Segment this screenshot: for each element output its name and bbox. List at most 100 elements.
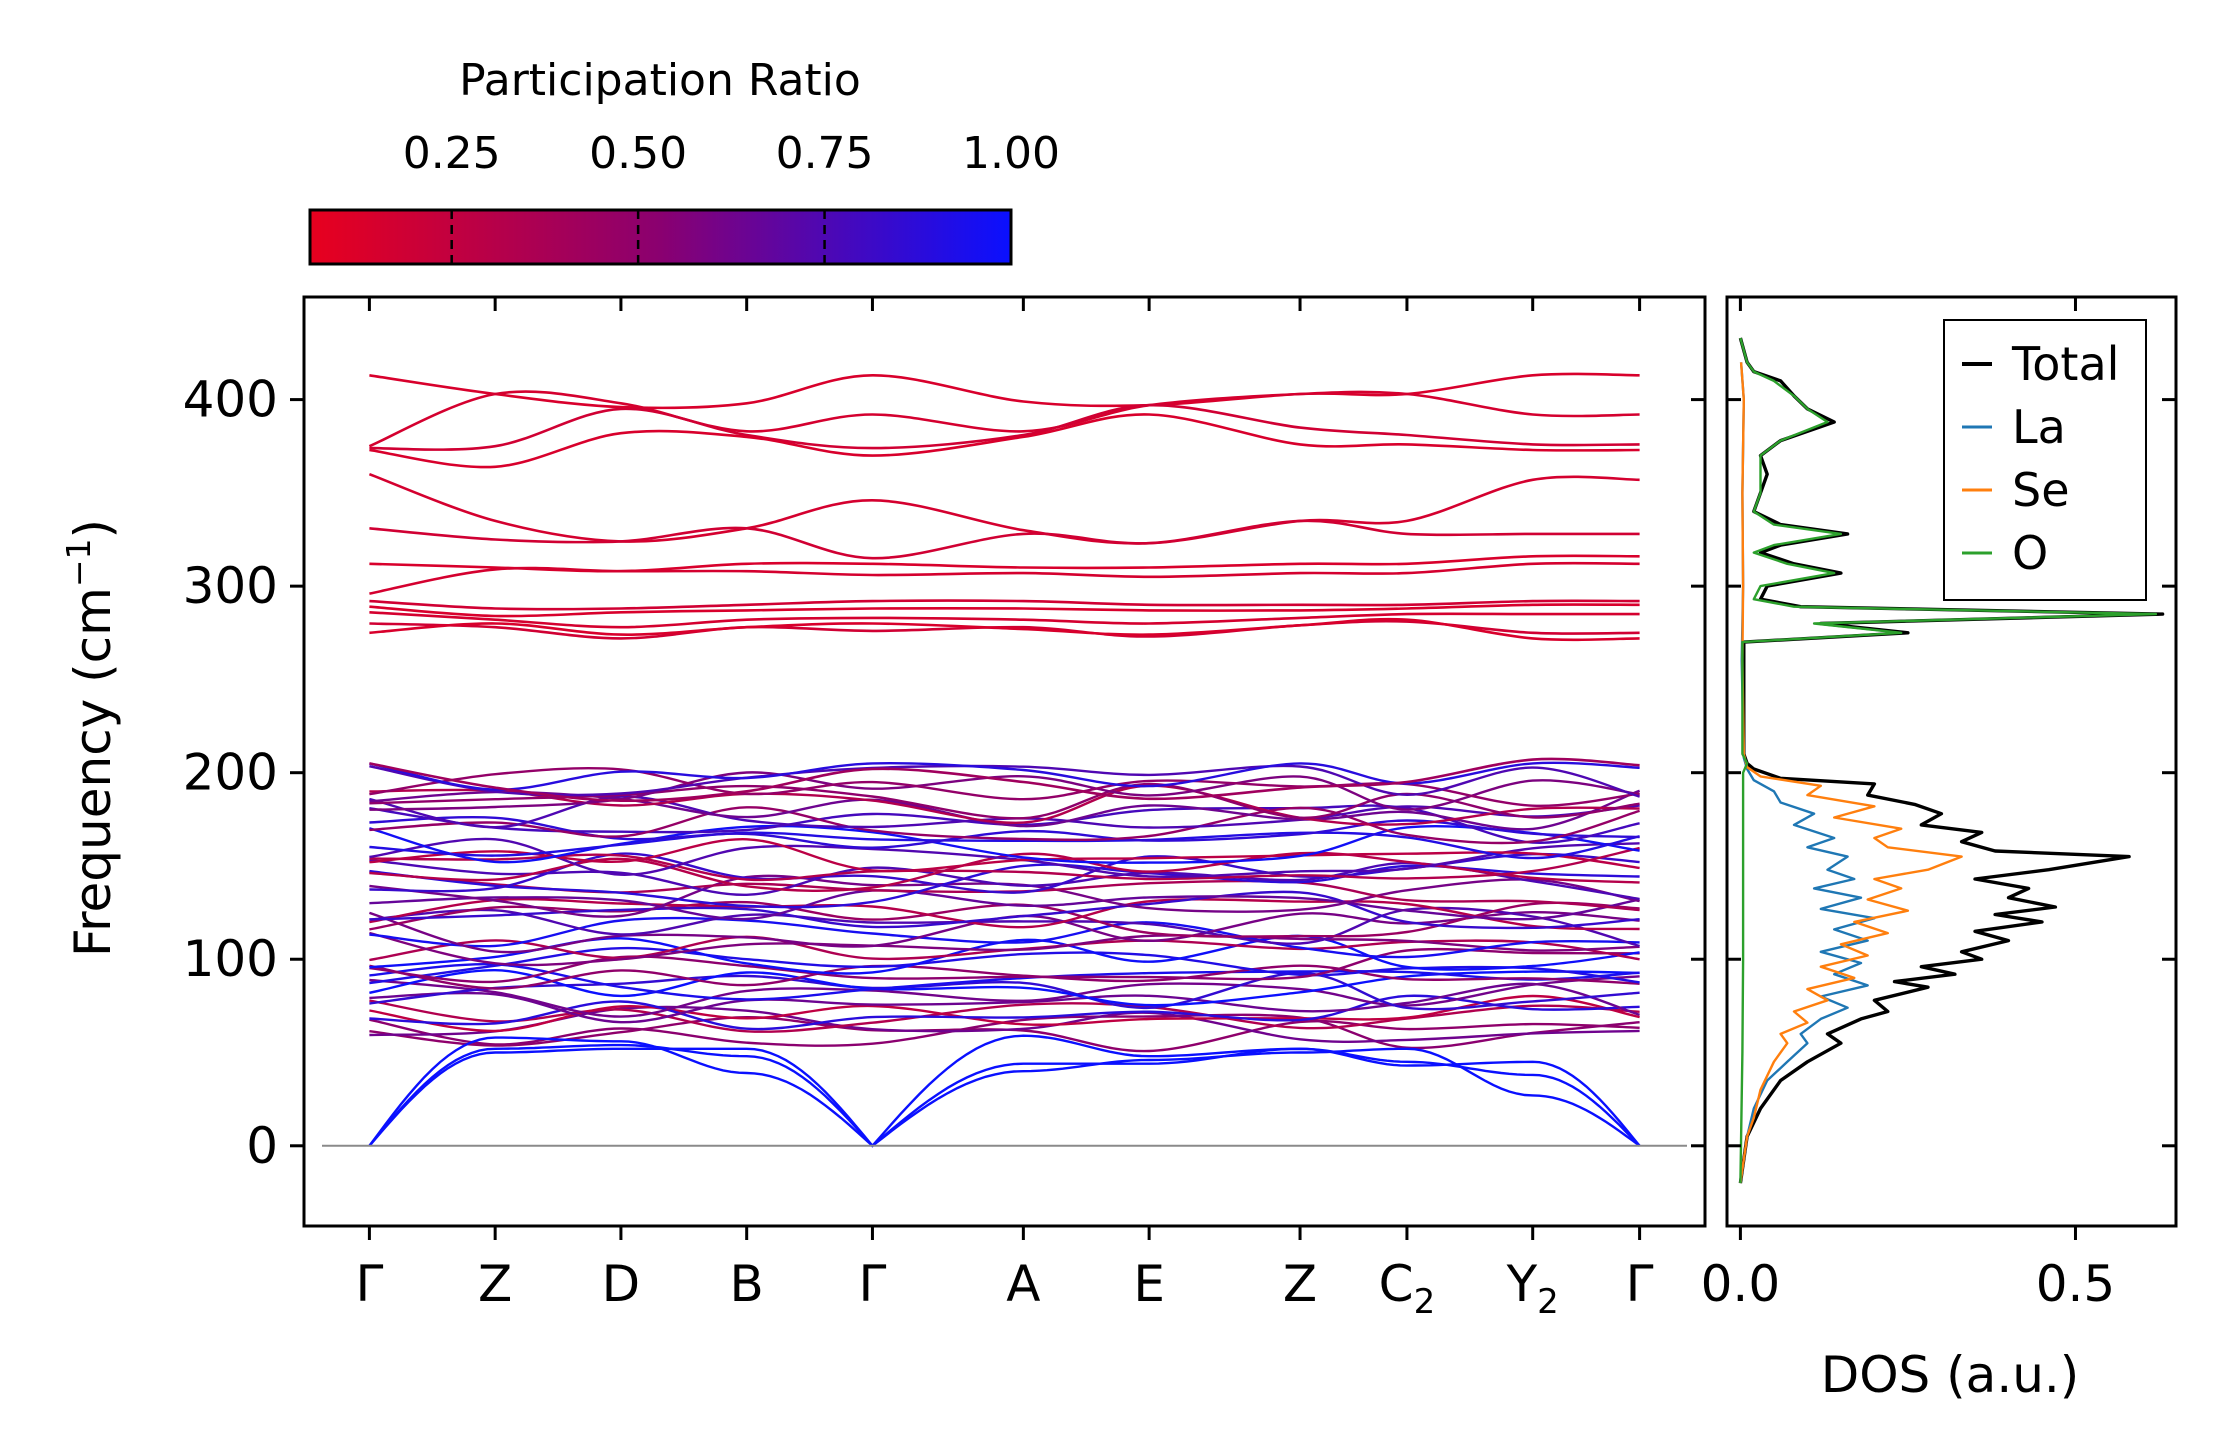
band-branch-optical xyxy=(369,1013,1640,1050)
band-branch-optical xyxy=(369,994,1640,1031)
dos-axes: 0.0 0.5 xyxy=(1701,297,2176,1313)
band-branch-optical xyxy=(369,971,1640,1011)
band-branch-optical xyxy=(369,831,1640,860)
k-point-label-main: B xyxy=(730,1255,764,1313)
k-point-label-main: Γ xyxy=(355,1255,383,1313)
k-point-label-main: A xyxy=(1006,1255,1040,1313)
band-branch-optical xyxy=(369,782,1640,820)
band-y-axis: 0 100 200 300 400 xyxy=(183,371,1705,1175)
k-point-label-main: Γ xyxy=(859,1255,887,1313)
band-branch-optical xyxy=(369,824,1640,864)
band-branch-high xyxy=(369,603,1640,618)
band-branch-optical xyxy=(369,846,1640,882)
legend-label: La xyxy=(2012,400,2066,454)
band-branch-high xyxy=(369,611,1640,629)
colorbar-ticks xyxy=(450,210,826,264)
dos-x-tick-label: 0.0 xyxy=(1701,1255,1781,1313)
band-branch-optical xyxy=(369,764,1640,798)
y-tick-label: 400 xyxy=(183,371,278,429)
dos-lines xyxy=(1738,337,2165,1184)
band-branch-high xyxy=(368,472,1640,545)
k-point-label: B xyxy=(730,1255,764,1313)
k-point-label-sub: 2 xyxy=(1414,1282,1436,1322)
band-branch-optical xyxy=(369,1005,1640,1043)
band-branch-optical xyxy=(369,897,1640,931)
band-branch-high xyxy=(369,372,1640,410)
colorbar-title: Participation Ratio xyxy=(459,55,861,106)
k-point-label: Γ xyxy=(1626,1255,1654,1313)
band-branch-optical xyxy=(369,771,1640,811)
k-point-label: E xyxy=(1133,1255,1165,1313)
dos-panel: 0.0 0.5 DOS (a.u.) Total La Se O xyxy=(1701,295,2178,1404)
band-branch-high xyxy=(368,390,1640,448)
band-branch-acoustic xyxy=(368,1043,1641,1148)
legend-label: O xyxy=(2012,526,2048,580)
y-axis-label-main: Frequency (cm xyxy=(64,587,122,957)
k-point-label: Z xyxy=(478,1255,512,1313)
k-point-label-main: C xyxy=(1379,1255,1414,1313)
k-point-label-main: Y xyxy=(1506,1255,1538,1313)
colorbar-tick-labels: 0.25 0.50 0.75 1.00 xyxy=(403,128,1060,179)
band-branch-optical-top xyxy=(369,757,1640,803)
band-branch-optical xyxy=(369,975,1640,1018)
y-axis-label: Frequency (cm−1) xyxy=(59,519,122,957)
band-branch-high xyxy=(369,561,1640,595)
y-tick-label: 200 xyxy=(183,744,278,802)
colorbar-tick-label: 0.25 xyxy=(403,128,501,179)
band-branch-acoustic xyxy=(368,1047,1641,1148)
band-branch-high xyxy=(369,519,1640,560)
band-branch-optical xyxy=(369,982,1640,1024)
band-branch-optical xyxy=(369,806,1640,845)
band-branch-optical xyxy=(369,761,1640,791)
k-point-label: Y2 xyxy=(1506,1255,1559,1322)
band-branch-optical xyxy=(369,962,1640,1001)
k-point-label: D xyxy=(602,1255,641,1313)
k-point-label-main: Z xyxy=(478,1255,512,1313)
dos-series-se xyxy=(1739,362,1963,1184)
band-branch-optical xyxy=(369,1015,1640,1053)
colorbar-tick-label: 0.75 xyxy=(776,128,874,179)
band-branch-optical xyxy=(369,889,1640,921)
k-point-label: Γ xyxy=(355,1255,383,1313)
y-tick-label: 300 xyxy=(183,557,278,615)
legend-label: Se xyxy=(2012,463,2070,517)
colorbar: Participation Ratio 0.25 0.50 0.75 1.00 xyxy=(308,55,1060,266)
colorbar-tick-label: 1.00 xyxy=(962,128,1060,179)
band-branch-optical xyxy=(369,838,1640,873)
colorbar-tick-label: 0.50 xyxy=(589,128,687,179)
dos-legend: Total La Se O xyxy=(1943,319,2147,601)
k-point-label-main: D xyxy=(602,1255,641,1313)
band-branch-high xyxy=(369,413,1640,469)
k-point-label-main: E xyxy=(1133,1255,1165,1313)
k-point-label-main: Γ xyxy=(1626,1255,1654,1313)
k-point-label-main: Z xyxy=(1283,1255,1317,1313)
legend-label: Total xyxy=(2011,337,2119,391)
dos-series-la xyxy=(1739,362,1876,1184)
band-lines xyxy=(368,372,1641,1148)
colorbar-gradient xyxy=(308,208,1013,266)
band-branch-high xyxy=(369,617,1640,642)
band-branch-high xyxy=(369,599,1640,611)
band-plot-frame xyxy=(302,295,1707,1228)
y-axis-label-end: ) xyxy=(64,519,122,539)
y-tick-label: 100 xyxy=(183,930,278,988)
dos-x-tick-label: 0.5 xyxy=(2036,1255,2116,1313)
band-x-axis: Γ Z D B Γ A E Z C2 Y2 Γ xyxy=(355,297,1654,1322)
dos-x-axis-label: DOS (a.u.) xyxy=(1821,1346,2080,1404)
band-branch-optical xyxy=(369,916,1640,959)
band-branch-high xyxy=(369,403,1640,451)
dos-series-o xyxy=(1739,337,2158,1184)
band-branch-optical xyxy=(369,766,1640,808)
k-point-label: Γ xyxy=(859,1255,887,1313)
dos-plot-frame xyxy=(1725,295,2178,1228)
k-point-label-sub: 2 xyxy=(1537,1282,1559,1322)
k-point-label: C2 xyxy=(1379,1255,1436,1322)
k-point-label: Z xyxy=(1283,1255,1317,1313)
band-branch-acoustic xyxy=(368,1034,1641,1148)
y-tick-label: 0 xyxy=(246,1117,278,1175)
k-point-label: A xyxy=(1006,1255,1040,1313)
band-branch-optical xyxy=(369,931,1640,967)
band-branch-optical xyxy=(369,890,1640,930)
